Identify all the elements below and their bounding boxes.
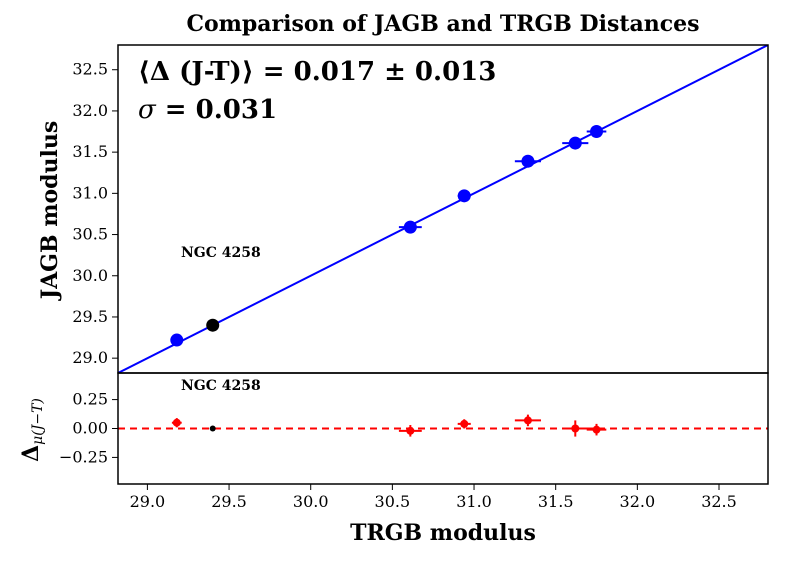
bottom-panel-frame [117, 372, 769, 485]
residual-point [406, 426, 415, 435]
data-point [590, 125, 604, 139]
stat-mean-prefix: ⟨Δ (J-T)⟩ [138, 57, 254, 87]
stat-mean: ⟨Δ (J-T)⟩ = 0.017 ± 0.013 [138, 57, 496, 87]
residual-y-label-delta: Δ [18, 445, 44, 462]
residual-y-label-subscript: μ(J−T) [30, 398, 46, 445]
stat-sigma: σ = 0.031 [138, 95, 277, 125]
residual-y-tick-label: 0.25 [72, 390, 108, 409]
x-tick-label: 31.0 [456, 492, 492, 511]
one-to-one-line [118, 45, 768, 373]
bottom-panel: 0.25 0.00 −0.25 NGC 4258 29.0 29.5 30.0 30.5 31.… [18, 372, 769, 511]
x-tick-label: 30.5 [375, 492, 411, 511]
x-tick-label: 29.5 [211, 492, 247, 511]
stat-mean-value: = 0.017 ± 0.013 [254, 57, 497, 87]
top-y-axis-label: JAGB modulus [37, 121, 63, 302]
y-tick-label: 31.5 [72, 142, 108, 161]
data-point [568, 136, 582, 150]
residual-y-tick-label: −0.25 [59, 447, 108, 466]
x-tick-label: 30.0 [293, 492, 329, 511]
y-tick-label: 32.0 [72, 101, 108, 120]
y-tick-label: 29.0 [72, 348, 108, 367]
residual-point [460, 419, 469, 428]
x-axis-label: TRGB modulus [350, 520, 536, 546]
residual-point [523, 416, 532, 425]
y-tick-label: 29.5 [72, 307, 108, 326]
annotation-ngc4258-top: NGC 4258 [181, 245, 261, 261]
stat-sigma-value: = 0.031 [156, 95, 277, 125]
stat-sigma-symbol: σ [138, 95, 157, 125]
y-tick-label: 30.0 [72, 266, 108, 285]
chart-title: Comparison of JAGB and TRGB Distances [186, 11, 699, 37]
top-panel: 29.0 29.5 30.0 30.5 31.0 31.5 32.0 32.5 ⟨Δ (J-T)… [72, 44, 769, 374]
residual-point [209, 425, 216, 432]
x-tick-label: 29.0 [130, 492, 166, 511]
data-point [170, 333, 184, 347]
residual-y-tick-label: 0.00 [72, 419, 108, 438]
x-tick-label: 32.0 [620, 492, 656, 511]
residual-point [172, 418, 181, 427]
residual-point [592, 425, 601, 434]
x-tick-label: 32.5 [701, 492, 737, 511]
data-point [206, 318, 220, 332]
data-point [403, 220, 417, 234]
y-tick-label: 31.0 [72, 183, 108, 202]
data-point [521, 154, 535, 168]
y-tick-label: 30.5 [72, 225, 108, 244]
residual-point [571, 424, 580, 433]
residual-y-axis-label: Δμ(J−T) [18, 398, 46, 462]
data-point [457, 189, 471, 203]
x-tick-label: 31.5 [538, 492, 574, 511]
annotation-ngc4258-bottom: NGC 4258 [181, 378, 261, 394]
y-tick-label: 32.5 [72, 60, 108, 79]
